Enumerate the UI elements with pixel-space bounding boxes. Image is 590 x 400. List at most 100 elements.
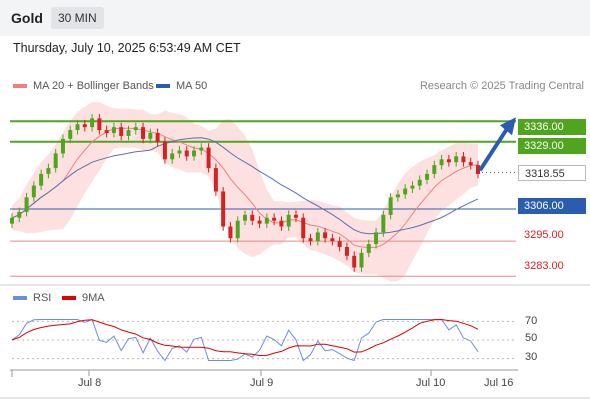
candle-body bbox=[170, 153, 175, 160]
candle-body bbox=[439, 159, 444, 166]
candle-body bbox=[468, 162, 473, 166]
candle-body bbox=[155, 133, 160, 142]
timestamp: Thursday, July 10, 2025 6:53:49 AM CET bbox=[13, 41, 241, 55]
candle-body bbox=[374, 232, 379, 245]
candle-body bbox=[264, 217, 269, 224]
x-label-jul16: Jul 16 bbox=[484, 377, 514, 389]
legend-rsi-swatch bbox=[13, 296, 27, 300]
rsi-tick-70: 70 bbox=[525, 315, 538, 327]
timeframe-badge[interactable]: 30 MIN bbox=[51, 7, 104, 29]
candle-body bbox=[432, 165, 437, 174]
forecast-arrow-shaft bbox=[478, 126, 510, 172]
candle-body bbox=[352, 255, 357, 268]
candle-body bbox=[184, 150, 189, 157]
candle-body bbox=[330, 238, 335, 242]
candle-body bbox=[141, 127, 146, 139]
candle-body bbox=[221, 191, 226, 227]
candle-body bbox=[133, 127, 138, 131]
candle-body bbox=[359, 252, 364, 268]
credit-text: Research © 2025 Trading Central bbox=[419, 80, 584, 92]
candle-body bbox=[46, 168, 51, 174]
last-price-label: 3318.55 bbox=[518, 165, 586, 181]
candle-body bbox=[68, 130, 73, 139]
candle-body bbox=[213, 168, 218, 192]
legend-ma20-swatch bbox=[13, 84, 27, 88]
candle-body bbox=[454, 156, 459, 163]
candle-body bbox=[410, 185, 415, 189]
candle-body bbox=[395, 194, 400, 198]
candle-body bbox=[403, 188, 408, 195]
candle-body bbox=[461, 156, 466, 163]
rsi-9ma-line bbox=[11, 318, 479, 357]
legend-rsi-label: RSI bbox=[33, 292, 52, 304]
candle-body bbox=[381, 214, 386, 233]
candle-body bbox=[286, 214, 291, 227]
candle-body bbox=[17, 211, 22, 218]
candle-body bbox=[24, 197, 29, 212]
candle-body bbox=[206, 147, 211, 169]
candle-body bbox=[162, 141, 167, 160]
candle-body bbox=[257, 220, 262, 224]
x-label-jul10: Jul 10 bbox=[416, 377, 446, 389]
candle-body bbox=[148, 133, 153, 139]
candle-body bbox=[10, 217, 14, 224]
bollinger-band bbox=[12, 102, 478, 282]
ma20-line bbox=[11, 127, 479, 248]
x-label-jul9: Jul 9 bbox=[250, 377, 274, 389]
candle-body bbox=[344, 247, 349, 256]
rsi-tick-50: 50 bbox=[525, 332, 538, 344]
candle-body bbox=[53, 153, 58, 169]
candle-body bbox=[104, 130, 109, 133]
candle-body bbox=[301, 217, 306, 239]
level-label-s2: 3295.00 bbox=[524, 229, 564, 241]
ma50-line bbox=[11, 137, 479, 235]
level-label-r1: 3329.00 bbox=[518, 138, 586, 154]
forecast-arrow-head bbox=[500, 117, 516, 136]
chart-header: Gold 30 MIN bbox=[0, 0, 590, 36]
candle-body bbox=[476, 165, 480, 174]
legend-ma20: MA 20 + Bollinger Bands bbox=[13, 80, 154, 92]
candle-body bbox=[417, 179, 422, 186]
legend-9ma: 9MA bbox=[62, 292, 105, 304]
candle-body bbox=[243, 214, 247, 221]
candle-body bbox=[31, 185, 36, 198]
candle-body bbox=[235, 220, 240, 239]
candle-body bbox=[97, 118, 102, 131]
candle-body bbox=[388, 197, 393, 215]
candle-body bbox=[119, 127, 124, 136]
legend-rsi: RSI bbox=[13, 292, 51, 304]
level-label-r2: 3336.00 bbox=[518, 119, 586, 135]
candle-body bbox=[308, 238, 313, 242]
legend-ma50: MA 50 bbox=[156, 80, 207, 92]
candle-body bbox=[293, 214, 298, 218]
candle-body bbox=[337, 241, 342, 247]
candle-body bbox=[192, 150, 197, 157]
candle-body bbox=[126, 130, 131, 136]
candle-body bbox=[228, 226, 233, 239]
legend-ma50-label: MA 50 bbox=[176, 80, 208, 92]
candle-body bbox=[323, 232, 328, 239]
legend-ma50-swatch bbox=[156, 84, 170, 88]
candle-body bbox=[75, 124, 80, 131]
symbol-title: Gold bbox=[11, 10, 43, 26]
candle-body bbox=[366, 244, 371, 253]
candle-body bbox=[39, 173, 44, 186]
candle-body bbox=[272, 217, 277, 221]
rsi-tick-30: 30 bbox=[525, 351, 538, 363]
legend-9ma-label: 9MA bbox=[82, 292, 105, 304]
candle-body bbox=[60, 138, 65, 154]
x-label-jul8: Jul 8 bbox=[78, 377, 102, 389]
candle-body bbox=[199, 147, 204, 151]
level-label-s1: 3306.00 bbox=[518, 198, 586, 214]
candle-body bbox=[250, 214, 255, 221]
candle-body bbox=[425, 173, 430, 180]
candle-body bbox=[446, 159, 451, 163]
candle-body bbox=[82, 124, 87, 128]
legend-ma20-label: MA 20 + Bollinger Bands bbox=[33, 80, 154, 92]
candle-body bbox=[111, 127, 116, 133]
candle-body bbox=[279, 220, 284, 227]
candle-body bbox=[90, 118, 95, 128]
candle-body bbox=[177, 150, 182, 154]
legend-9ma-swatch bbox=[62, 296, 76, 300]
